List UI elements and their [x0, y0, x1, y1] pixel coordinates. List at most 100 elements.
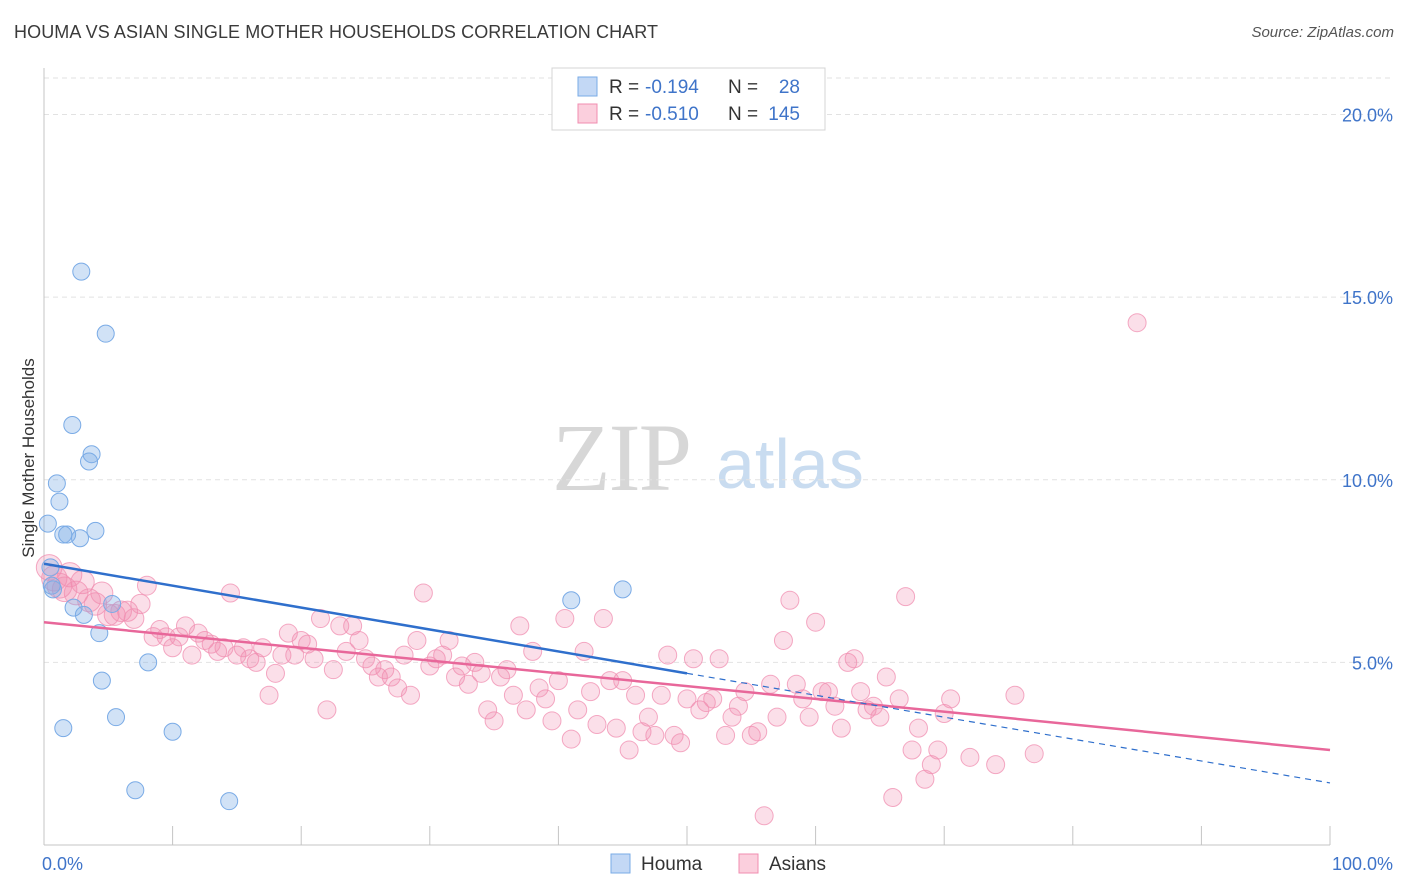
- asians-trendline: [43, 620, 1331, 752]
- legend-asians-swatch: [577, 103, 598, 124]
- asians-point: [503, 685, 523, 705]
- houma-point: [38, 514, 57, 533]
- y-tick-label: 10.0%: [1342, 471, 1393, 491]
- source-credit: Source: ZipAtlas.com: [1251, 24, 1394, 41]
- y-axis-label: Single Mother Households: [19, 358, 38, 557]
- houma-point: [103, 594, 122, 613]
- asians-point: [265, 663, 285, 683]
- asians-point: [561, 729, 581, 749]
- asians-point: [439, 630, 459, 650]
- asians-point: [484, 711, 504, 731]
- asians-point: [831, 718, 851, 738]
- asians-point: [889, 689, 909, 709]
- asians-point: [1005, 685, 1025, 705]
- asians-point: [780, 590, 800, 610]
- asians-point: [458, 674, 478, 694]
- asians-point: [163, 638, 183, 658]
- legend-houma-r-value: -0.194: [645, 77, 699, 98]
- asians-points: [35, 313, 1147, 826]
- asians-point: [838, 652, 858, 672]
- asians-point: [349, 630, 369, 650]
- houma-point: [92, 671, 111, 690]
- legend-series: Houma Asians: [610, 853, 826, 875]
- asians-point: [703, 689, 723, 709]
- houma-point: [107, 708, 126, 727]
- legend-asians-r-label: R =: [609, 104, 639, 125]
- houma-point: [86, 521, 105, 540]
- asians-point: [253, 638, 273, 658]
- asians-point: [606, 718, 626, 738]
- y-tick-label: 5.0%: [1352, 653, 1393, 673]
- x-tick-label-max: 100.0%: [1332, 854, 1393, 874]
- asians-point: [696, 693, 716, 713]
- asians-point: [876, 667, 896, 687]
- asians-point: [465, 652, 485, 672]
- houma-point: [220, 792, 239, 811]
- legend-houma-name: Houma: [641, 854, 703, 875]
- asians-point: [401, 685, 421, 705]
- asians-point: [709, 649, 729, 669]
- tick-labels: 5.0% 10.0% 15.0% 20.0% 0.0% 100.0%: [42, 106, 1393, 874]
- asians-point: [63, 580, 89, 606]
- houma-point: [64, 598, 83, 617]
- asians-point: [227, 645, 247, 665]
- legend-stats: R = -0.194 N = 28 R = -0.510 N = 145: [551, 67, 826, 131]
- asians-point: [110, 600, 132, 623]
- chart-title: HOUMA VS ASIAN SINGLE MOTHER HOUSEHOLDS …: [14, 22, 659, 42]
- asians-point: [870, 707, 890, 727]
- houma-trendline: [43, 562, 688, 675]
- asians-point: [426, 649, 446, 669]
- houma-point: [41, 558, 60, 577]
- houma-point: [50, 492, 69, 511]
- asians-point: [941, 689, 961, 709]
- asians-point: [97, 603, 120, 627]
- houma-point: [613, 580, 632, 599]
- houma-point: [82, 445, 101, 464]
- asians-point: [754, 806, 774, 826]
- asians-point: [986, 755, 1006, 775]
- asians-point: [593, 609, 613, 629]
- asians-point: [960, 747, 980, 767]
- asians-point: [413, 583, 433, 603]
- asians-point: [220, 583, 240, 603]
- legend-houma-swatch: [577, 76, 598, 97]
- asians-point: [902, 740, 922, 760]
- asians-point: [90, 581, 114, 605]
- asians-point: [761, 674, 781, 694]
- asians-point: [638, 707, 658, 727]
- asians-point: [806, 612, 826, 632]
- houma-point: [126, 781, 145, 800]
- asians-point: [407, 630, 427, 650]
- watermark-atlas: atlas: [716, 425, 864, 503]
- asians-point: [773, 630, 793, 650]
- asians-point: [677, 689, 697, 709]
- houma-points: [38, 262, 632, 811]
- trendlines: [43, 562, 1331, 784]
- watermark: ZIP atlas: [552, 404, 864, 511]
- asians-point: [529, 678, 549, 698]
- asians-point: [478, 700, 498, 720]
- houma-point: [562, 591, 581, 610]
- asians-point: [452, 656, 472, 676]
- asians-point: [896, 587, 916, 607]
- asians-point: [510, 616, 530, 636]
- legend-asians-n-value: 145: [768, 104, 800, 125]
- legend-houma-n-label: N =: [728, 77, 758, 98]
- legend-asians-name: Asians: [769, 854, 826, 875]
- houma-point: [63, 415, 82, 434]
- houma-point: [54, 719, 73, 738]
- asians-point: [581, 682, 601, 702]
- asians-point: [195, 630, 215, 650]
- asians-point: [883, 788, 903, 808]
- asians-point: [375, 660, 395, 680]
- asians-point: [722, 707, 742, 727]
- asians-point: [748, 722, 768, 742]
- asians-point: [1024, 744, 1044, 764]
- houma-point: [71, 529, 90, 548]
- asians-point: [304, 649, 324, 669]
- asians-point: [291, 630, 311, 650]
- asians-point: [555, 609, 575, 629]
- asians-point: [626, 685, 646, 705]
- asians-point: [542, 711, 562, 731]
